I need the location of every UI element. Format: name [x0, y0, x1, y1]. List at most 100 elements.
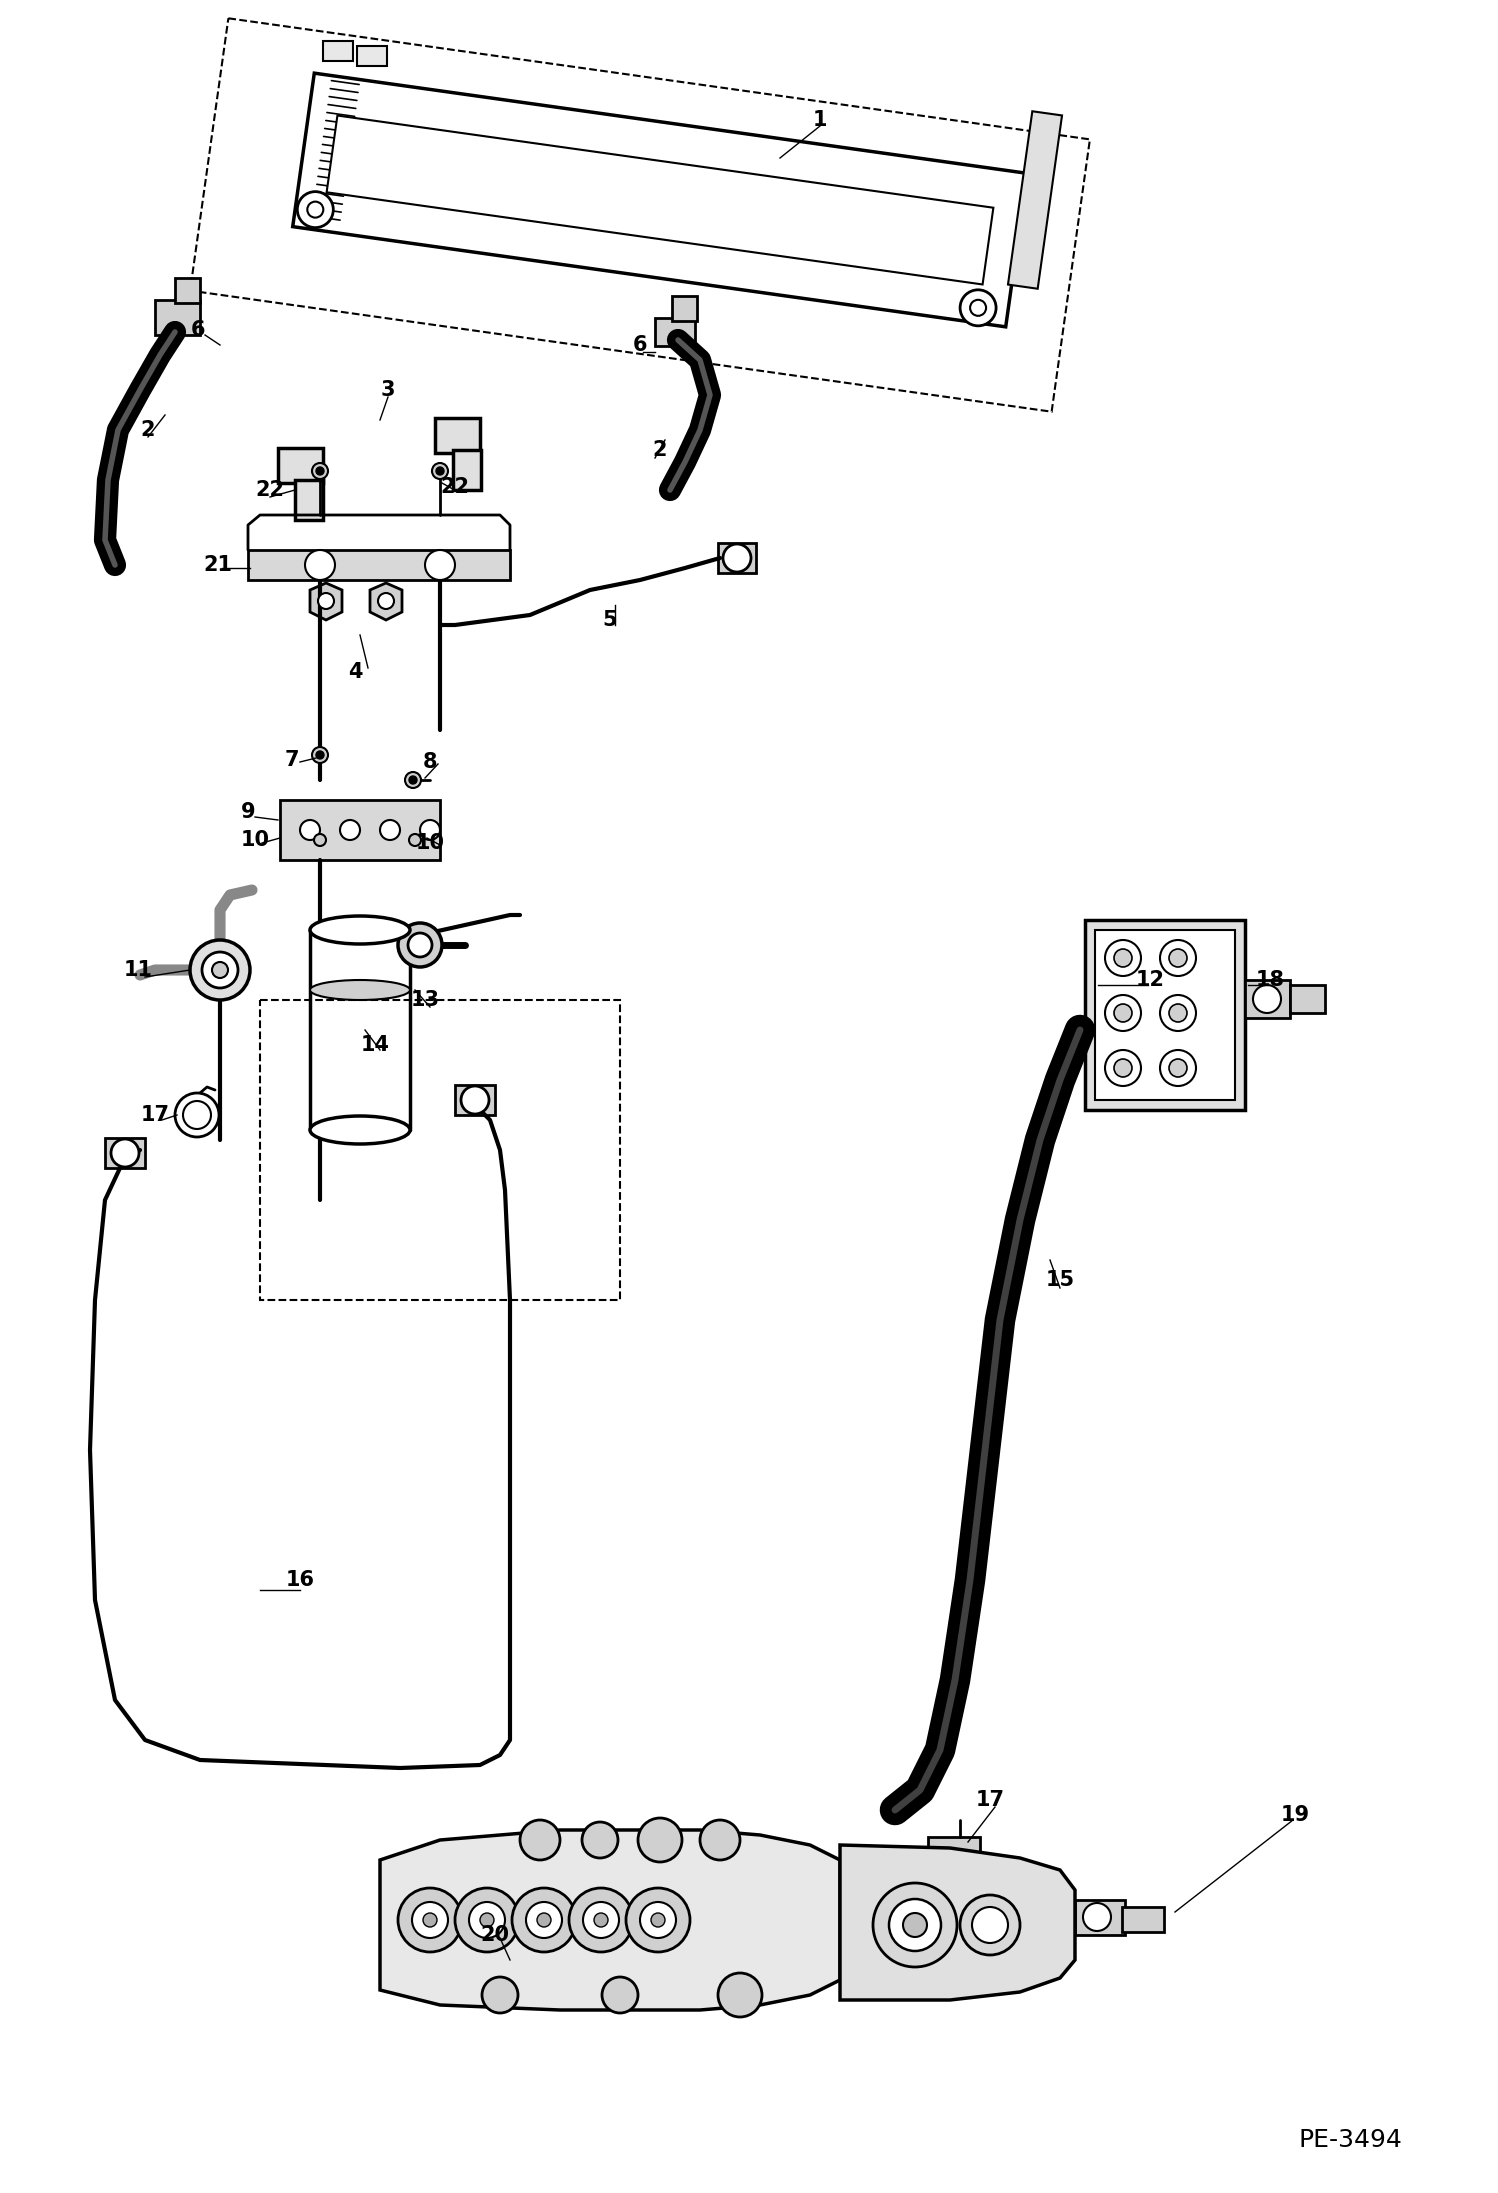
Bar	[175, 279, 201, 303]
Circle shape	[316, 467, 324, 476]
Text: 5: 5	[602, 610, 617, 629]
Circle shape	[1106, 996, 1141, 1031]
Polygon shape	[327, 116, 993, 285]
Circle shape	[469, 1901, 505, 1939]
Circle shape	[1115, 950, 1132, 967]
Circle shape	[398, 1888, 461, 1952]
Circle shape	[307, 202, 324, 217]
Circle shape	[1252, 985, 1281, 1013]
Circle shape	[407, 932, 431, 956]
Text: 15: 15	[1046, 1270, 1074, 1289]
Text: 19: 19	[1281, 1805, 1309, 1825]
Text: 13: 13	[410, 989, 439, 1011]
Text: 18: 18	[1255, 969, 1284, 989]
Text: 1: 1	[813, 110, 827, 129]
Bar	[655, 318, 695, 346]
Bar	[322, 42, 352, 61]
Circle shape	[1115, 1004, 1132, 1022]
Circle shape	[479, 1912, 494, 1928]
Circle shape	[190, 941, 250, 1000]
Circle shape	[1159, 996, 1195, 1031]
Circle shape	[583, 1822, 619, 1857]
Circle shape	[1106, 941, 1141, 976]
Text: 10: 10	[415, 833, 445, 853]
Circle shape	[419, 820, 440, 840]
Circle shape	[1168, 950, 1186, 967]
Bar	[452, 450, 481, 489]
Text: PE-3494: PE-3494	[1299, 2127, 1402, 2151]
Circle shape	[404, 772, 421, 787]
Bar	[1122, 1908, 1164, 1932]
Circle shape	[1168, 1059, 1186, 1077]
Text: 14: 14	[361, 1035, 389, 1055]
Circle shape	[1115, 1059, 1132, 1077]
Text: 11: 11	[123, 961, 153, 980]
Bar	[718, 544, 756, 572]
Circle shape	[377, 592, 394, 610]
Text: 7: 7	[285, 750, 300, 770]
Text: 6: 6	[190, 320, 205, 340]
Circle shape	[315, 833, 327, 846]
Circle shape	[412, 1901, 448, 1939]
Circle shape	[1106, 1050, 1141, 1086]
Circle shape	[316, 750, 324, 759]
Circle shape	[306, 550, 336, 579]
Text: 22: 22	[256, 480, 285, 500]
Circle shape	[312, 463, 328, 478]
Bar	[295, 480, 324, 520]
Circle shape	[595, 1912, 608, 1928]
Polygon shape	[292, 72, 1028, 327]
Text: 17: 17	[975, 1789, 1005, 1809]
Circle shape	[569, 1888, 634, 1952]
Circle shape	[718, 1974, 762, 2018]
Text: 4: 4	[348, 662, 363, 682]
Circle shape	[888, 1899, 941, 1952]
Circle shape	[461, 1086, 488, 1114]
Circle shape	[1083, 1904, 1112, 1932]
Text: 22: 22	[440, 478, 469, 498]
Ellipse shape	[310, 1116, 410, 1145]
Circle shape	[638, 1818, 682, 1862]
Circle shape	[971, 300, 986, 316]
Circle shape	[903, 1912, 927, 1936]
Circle shape	[455, 1888, 518, 1952]
Text: 2: 2	[653, 441, 667, 461]
Polygon shape	[280, 800, 440, 860]
Bar	[1085, 921, 1245, 1110]
Circle shape	[960, 289, 996, 327]
Circle shape	[482, 1978, 518, 2013]
Text: 3: 3	[380, 379, 395, 399]
Circle shape	[425, 550, 455, 579]
Circle shape	[520, 1820, 560, 1860]
Bar	[1076, 1899, 1125, 1934]
Circle shape	[431, 463, 448, 478]
Bar	[154, 300, 201, 336]
Circle shape	[652, 1912, 665, 1928]
Text: 12: 12	[1135, 969, 1164, 989]
Circle shape	[312, 748, 328, 763]
Polygon shape	[310, 583, 342, 621]
Bar	[105, 1138, 145, 1169]
Text: 16: 16	[286, 1570, 315, 1590]
Circle shape	[422, 1912, 437, 1928]
Ellipse shape	[310, 917, 410, 943]
Circle shape	[526, 1901, 562, 1939]
Bar	[1245, 980, 1290, 1018]
Bar	[673, 296, 697, 320]
Circle shape	[700, 1820, 740, 1860]
Polygon shape	[249, 550, 509, 579]
Circle shape	[583, 1901, 619, 1939]
Text: 21: 21	[204, 555, 232, 575]
Polygon shape	[380, 1829, 840, 2011]
Circle shape	[1168, 1004, 1186, 1022]
Circle shape	[1159, 941, 1195, 976]
Circle shape	[398, 923, 442, 967]
Bar	[279, 447, 324, 482]
Text: 9: 9	[241, 803, 255, 822]
Text: 6: 6	[632, 336, 647, 355]
Circle shape	[640, 1901, 676, 1939]
Circle shape	[409, 776, 416, 785]
Text: 2: 2	[141, 421, 156, 441]
Circle shape	[318, 592, 334, 610]
Circle shape	[213, 963, 228, 978]
